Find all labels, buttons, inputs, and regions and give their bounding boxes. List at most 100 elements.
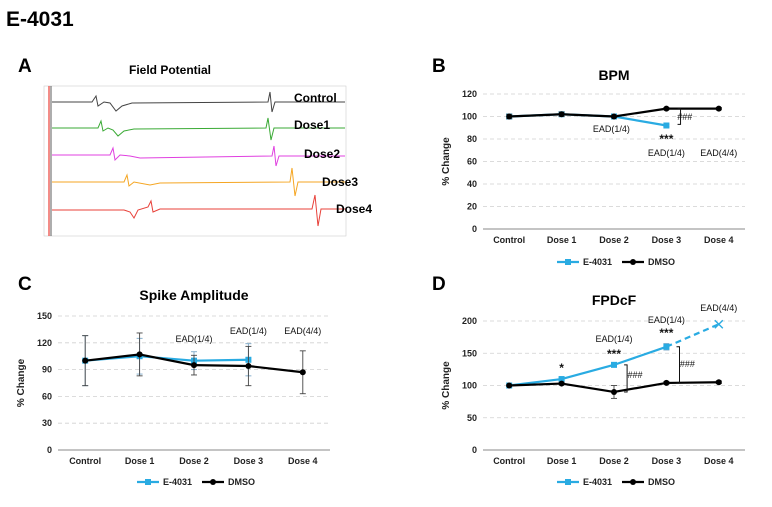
data-point-marker bbox=[82, 357, 89, 364]
y-tick-label: 50 bbox=[467, 413, 477, 423]
panel-letter-a: A bbox=[18, 56, 32, 77]
data-point-marker bbox=[611, 361, 617, 368]
y-tick-label: 200 bbox=[462, 316, 477, 326]
fpdcf-chart: FPDcF 0 50 100 150 200 Control Dose 1 Dose 2 Dose… bbox=[441, 292, 745, 487]
annotation-label: EAD(1/4) bbox=[648, 148, 685, 158]
y-tick-label: 90 bbox=[42, 365, 52, 375]
y-tick-label: 80 bbox=[467, 134, 477, 144]
y-tick-label: 60 bbox=[42, 391, 52, 401]
chart-title: BPM bbox=[598, 67, 629, 83]
data-point-marker bbox=[136, 351, 143, 358]
data-point-marker bbox=[611, 388, 617, 395]
field-potential-plot-frame bbox=[43, 85, 347, 237]
series-line-segment bbox=[665, 323, 720, 348]
legend-label: E-4031 bbox=[583, 477, 612, 487]
x-tick-label: Dose 4 bbox=[704, 456, 734, 466]
y-tick-label: 0 bbox=[47, 445, 52, 455]
annotation-label: EAD(4/4) bbox=[284, 326, 321, 336]
bpm-chart: BPM 0 20 40 60 80 100 120 Control Dose 1 Dose 2 Dos… bbox=[441, 67, 745, 267]
annotation-label: EAD(1/4) bbox=[648, 315, 685, 325]
trace-dose1 bbox=[52, 117, 345, 141]
y-tick-label: 40 bbox=[467, 179, 477, 189]
legend-swatch-marker bbox=[630, 479, 636, 485]
x-tick-label: Dose 1 bbox=[125, 456, 155, 466]
data-point-marker bbox=[715, 105, 722, 112]
y-tick-label: 150 bbox=[462, 348, 477, 358]
x-tick-label: Dose 1 bbox=[547, 235, 577, 245]
annotation-label: EAD(4/4) bbox=[700, 303, 737, 313]
annotation-label: *** bbox=[607, 347, 621, 361]
data-point-marker bbox=[506, 382, 513, 389]
annotation-label: * bbox=[559, 361, 564, 375]
x-tick-label: Dose 4 bbox=[704, 235, 734, 245]
data-point-marker bbox=[558, 380, 565, 387]
trace-dose2 bbox=[52, 145, 345, 167]
y-tick-label: 120 bbox=[462, 89, 477, 99]
trace-label-dose1: Dose1 bbox=[294, 118, 330, 132]
series-line-segment bbox=[193, 364, 249, 368]
x-tick-label: Control bbox=[69, 456, 101, 466]
chart-title: FPDcF bbox=[592, 292, 637, 308]
x-tick-label: Dose 3 bbox=[652, 456, 682, 466]
figure-title: E-4031 bbox=[6, 8, 74, 31]
annotation-label: EAD(1/4) bbox=[593, 124, 630, 134]
legend-swatch-marker bbox=[565, 259, 571, 265]
series-line-segment bbox=[248, 364, 303, 374]
data-point-marker bbox=[663, 379, 670, 386]
significance-bracket bbox=[677, 108, 682, 125]
trace-dose3 bbox=[52, 167, 345, 197]
annotation-label: EAD(1/4) bbox=[230, 326, 267, 336]
series-line-segment bbox=[139, 353, 195, 367]
series-line-segment bbox=[509, 382, 562, 387]
series-line-segment bbox=[561, 363, 615, 381]
data-point-marker bbox=[245, 363, 252, 370]
x-tick-label: Dose 3 bbox=[234, 456, 264, 466]
field-potential-title: Field Potential bbox=[129, 63, 211, 77]
legend-label: DMSO bbox=[648, 477, 675, 487]
annotation-label: ### bbox=[680, 359, 695, 369]
y-tick-label: 30 bbox=[42, 418, 52, 428]
panel-letter-d: D bbox=[432, 274, 446, 295]
trace-label-dose3: Dose3 bbox=[322, 175, 358, 189]
annotation-label: *** bbox=[659, 132, 673, 146]
legend-label: E-4031 bbox=[583, 257, 612, 267]
legend-swatch-marker bbox=[630, 259, 636, 265]
x-tick-label: Dose 4 bbox=[288, 456, 318, 466]
series-line-segment bbox=[666, 381, 719, 385]
x-tick-label: Control bbox=[493, 456, 525, 466]
series-line-segment bbox=[613, 107, 667, 118]
annotation-label: EAD(1/4) bbox=[175, 334, 212, 344]
annotation-label: EAD(1/4) bbox=[595, 334, 632, 344]
legend-label: DMSO bbox=[648, 257, 675, 267]
series-line-segment bbox=[85, 353, 140, 362]
data-point-marker bbox=[506, 113, 513, 120]
x-tick-label: Dose 1 bbox=[547, 456, 577, 466]
trace-label-control: Control bbox=[294, 91, 337, 105]
annotation-label: EAD(4/4) bbox=[700, 148, 737, 158]
data-point-marker bbox=[663, 122, 670, 129]
y-tick-label: 150 bbox=[37, 311, 52, 321]
data-point-marker bbox=[558, 111, 565, 118]
legend-label: DMSO bbox=[228, 477, 255, 487]
y-axis-label: % Change bbox=[441, 137, 452, 186]
legend-swatch-marker bbox=[210, 479, 216, 485]
x-tick-label: Dose 2 bbox=[179, 456, 209, 466]
trace-control bbox=[52, 91, 345, 113]
data-point-marker bbox=[611, 113, 617, 120]
series-line-segment bbox=[561, 113, 615, 118]
significance-bracket bbox=[676, 346, 680, 384]
legend-label: E-4031 bbox=[163, 477, 192, 487]
annotation-label: *** bbox=[659, 326, 673, 340]
panel-letter-b: B bbox=[432, 56, 446, 77]
x-tick-label: Dose 2 bbox=[599, 235, 629, 245]
series-line-segment bbox=[561, 382, 615, 394]
series-line-segment bbox=[613, 381, 667, 394]
significance-bracket bbox=[624, 364, 628, 393]
annotation-label: ### bbox=[627, 370, 642, 380]
y-tick-label: 20 bbox=[467, 202, 477, 212]
y-tick-label: 100 bbox=[462, 112, 477, 122]
series-line-segment bbox=[193, 358, 249, 362]
trace-label-dose2: Dose2 bbox=[304, 147, 340, 161]
y-tick-label: 120 bbox=[37, 338, 52, 348]
